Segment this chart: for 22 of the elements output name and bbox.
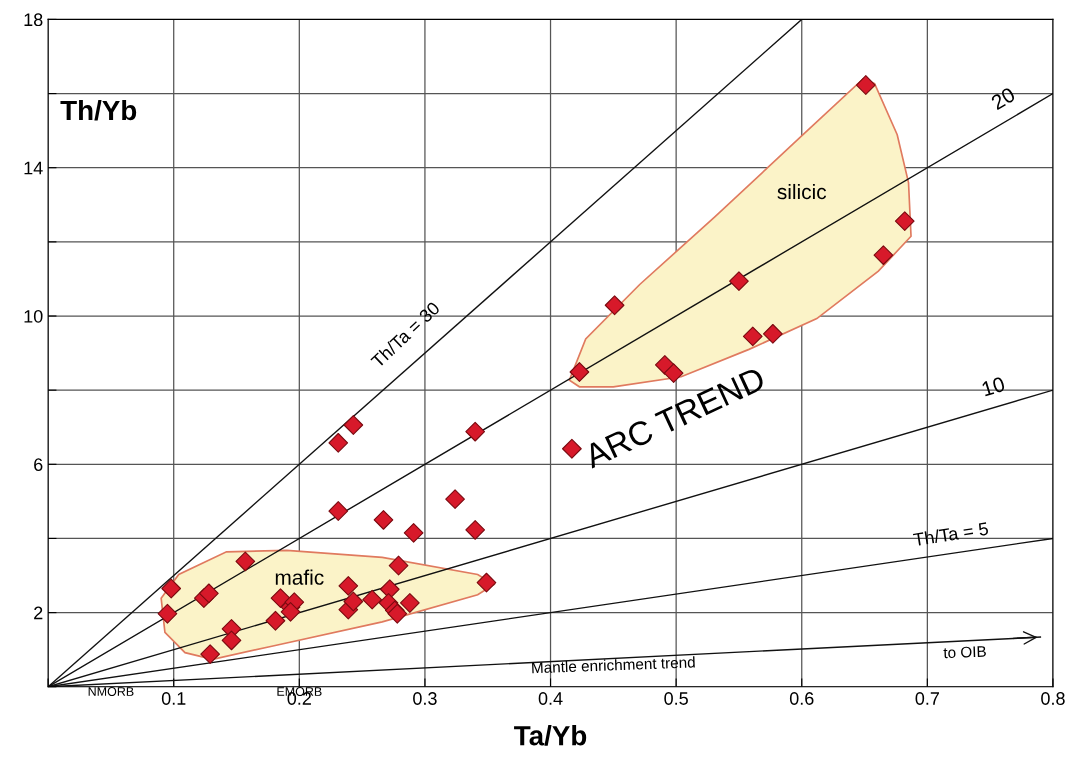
annotation: silicic	[777, 183, 827, 200]
x-tick-label: 0.7	[915, 692, 939, 705]
x-tick-label: 0.6	[789, 692, 814, 705]
annotation: 10	[981, 376, 1006, 397]
y-tick-label: 6	[34, 458, 43, 472]
text: NMORB	[88, 687, 134, 696]
annotation: Th/Ta = 5	[912, 521, 989, 547]
annotation: mafic	[275, 569, 324, 585]
y-tick-label: 2	[34, 606, 43, 620]
annotation: to OIB	[943, 645, 987, 659]
y-tick-label: 18	[24, 13, 43, 27]
y-axis-title: Th/Yb	[60, 99, 137, 121]
y-tick-label: 14	[24, 161, 43, 175]
x-tick-label: 0.4	[538, 692, 563, 705]
x-tick-label: 0.1	[161, 692, 186, 705]
annotation: 20	[990, 86, 1017, 111]
x-tick-label: 0.3	[413, 692, 437, 705]
y-tick-label: 10	[24, 309, 43, 323]
x-tick-label: 0.5	[664, 692, 688, 705]
x-tick-label: 0.8	[1041, 692, 1065, 705]
annotation: Mantle enrichment trend	[532, 656, 695, 674]
x-axis-title: Ta/Yb	[514, 725, 587, 746]
